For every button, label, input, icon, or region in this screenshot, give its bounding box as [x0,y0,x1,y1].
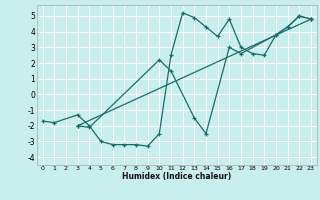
X-axis label: Humidex (Indice chaleur): Humidex (Indice chaleur) [122,172,231,181]
